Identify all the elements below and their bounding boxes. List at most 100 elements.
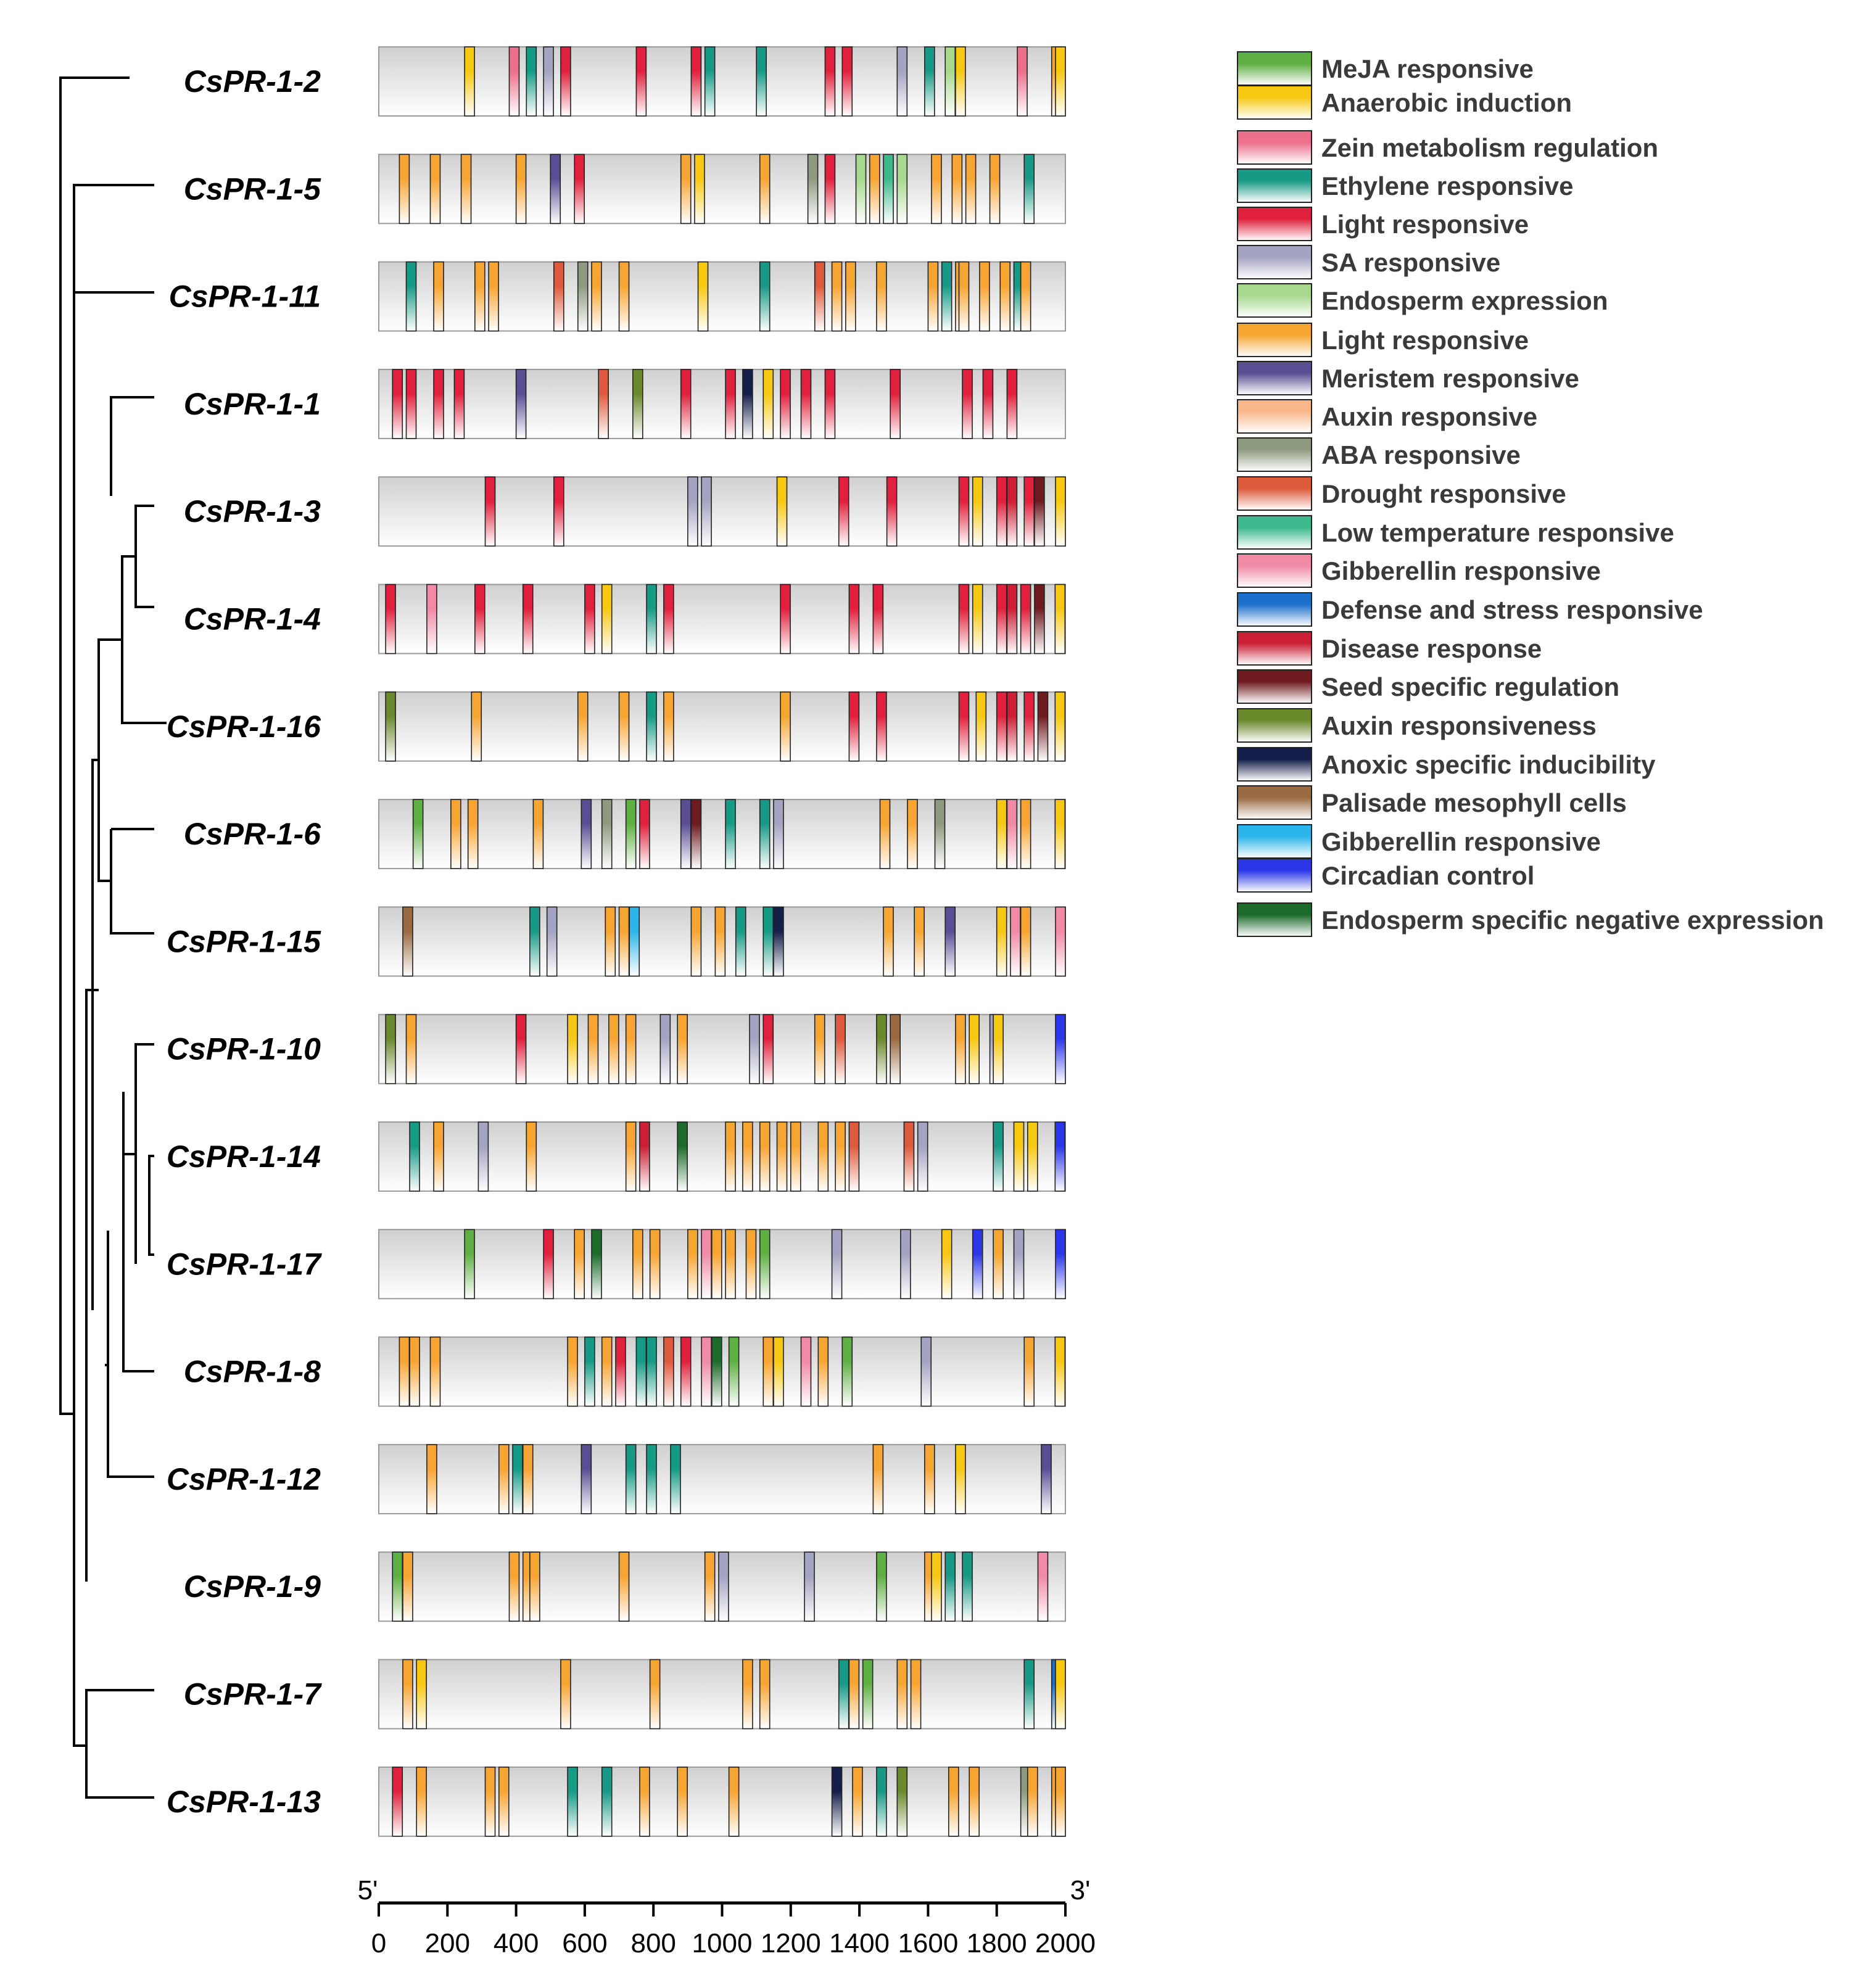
gene-row-cspr-1-15: CsPR-1-15: [167, 906, 1066, 977]
cis-element-anaerobic-induction: [1054, 584, 1066, 654]
cis-element-light-responsive: [450, 799, 461, 869]
cis-element-light-responsive: [429, 1336, 441, 1407]
cis-element-meristem-responsive: [581, 1444, 592, 1514]
cis-element-light-responsive: [879, 799, 891, 869]
cis-element-light-responsive: [824, 46, 836, 117]
cis-element-light-responsive: [618, 906, 630, 977]
cis-element-light-responsive: [924, 1444, 935, 1514]
cis-element-light-responsive: [958, 261, 970, 332]
legend-label: ABA responsive: [1321, 440, 1521, 469]
cis-element-light-responsive: [488, 261, 499, 332]
gene-row-cspr-1-2: CsPR-1-2: [184, 46, 1066, 117]
legend-label: Auxin responsiveness: [1321, 711, 1597, 740]
cis-element-drought-responsive: [553, 261, 564, 332]
cis-element-light-responsive: [848, 584, 860, 654]
axis-tick-label: 1000: [692, 1928, 753, 1958]
gene-row-cspr-1-9: CsPR-1-9: [184, 1551, 1066, 1622]
cis-element-light-responsive: [841, 46, 853, 117]
cis-element-meja-responsive: [464, 1229, 475, 1300]
cis-element-gibberellin-responsive: [629, 906, 640, 977]
cis-element-endosperm-specific-negative-expression: [591, 1229, 602, 1300]
cis-element-light-responsive: [639, 799, 650, 869]
cis-element-light-responsive: [663, 584, 674, 654]
cis-element-light-responsive: [817, 1121, 829, 1192]
cis-element-meja-responsive: [392, 1551, 403, 1622]
cis-element-light-responsive: [869, 154, 880, 225]
cis-element-sa-responsive: [917, 1121, 928, 1192]
legend-item-light-responsive: Light responsive: [1237, 323, 1529, 357]
gene-row-cspr-1-17: CsPR-1-17: [167, 1229, 1066, 1300]
legend-swatch: [1237, 669, 1312, 704]
cis-element-drought-responsive: [848, 1121, 860, 1192]
legend-label: Circadian control: [1321, 861, 1534, 890]
gene-label: CsPR-1-9: [184, 1569, 321, 1604]
legend-item-light-responsive: Light responsive: [1237, 207, 1529, 241]
cis-element-light-responsive: [1020, 584, 1031, 654]
legend-label: Disease response: [1321, 634, 1542, 663]
axis-tick-label: 1200: [761, 1928, 821, 1958]
gene-label: CsPR-1-2: [184, 64, 321, 99]
cis-element-light-responsive: [635, 46, 647, 117]
legend-item-zein-metabolism-regulation: Zein metabolism regulation: [1237, 130, 1658, 165]
cis-element-light-responsive: [532, 799, 544, 869]
cis-element-light-responsive: [498, 1767, 510, 1837]
cis-element-ethylene-responsive: [756, 46, 767, 117]
cis-element-light-responsive: [677, 1767, 688, 1837]
cis-element-light-responsive: [433, 1121, 444, 1192]
cis-element-anaerobic-induction: [969, 1013, 980, 1084]
cis-element-ethylene-responsive: [924, 46, 935, 117]
cis-element-ethylene-responsive: [409, 1121, 420, 1192]
cis-element-light-responsive: [680, 369, 692, 439]
cis-element-ethylene-responsive: [876, 1767, 887, 1837]
cis-element-meja-responsive: [876, 1551, 887, 1622]
cis-element-light-responsive: [385, 584, 396, 654]
cis-element-anaerobic-induction: [567, 1013, 578, 1084]
promoter-track: [378, 1013, 1066, 1084]
cis-element-anaerobic-induction: [464, 46, 475, 117]
cis-element-light-responsive: [955, 1013, 966, 1084]
cis-element-light-responsive: [742, 1659, 753, 1730]
cis-element-light-responsive: [618, 1551, 630, 1622]
cis-element-light-responsive: [1023, 476, 1035, 547]
cis-element-light-responsive: [433, 369, 444, 439]
cis-element-sa-responsive: [1013, 1229, 1025, 1300]
cis-element-anaerobic-induction: [694, 154, 705, 225]
cis-element-anaerobic-induction: [996, 799, 1007, 869]
cis-element-light-responsive: [728, 1767, 740, 1837]
legend: MeJA responsive Anaerobic induction Zein m…: [1237, 51, 1824, 937]
cis-element-light-responsive: [639, 1767, 650, 1837]
cis-element-light-responsive: [560, 1659, 571, 1730]
cis-element-seed-specific-regulation: [690, 799, 702, 869]
gene-row-cspr-1-8: CsPR-1-8: [184, 1336, 1066, 1407]
promoter-track: [378, 584, 1066, 654]
cis-element-anaerobic-induction: [1055, 476, 1066, 547]
cis-element-light-responsive: [886, 476, 898, 547]
legend-label: Seed specific regulation: [1321, 672, 1619, 701]
cis-element-gibberellin-responsive: [1055, 906, 1066, 977]
legend-swatch: [1237, 399, 1312, 434]
cis-element-light-responsive: [498, 1444, 510, 1514]
cis-element-light-responsive: [429, 154, 441, 225]
cis-element-anaerobic-induction: [975, 691, 987, 762]
cis-element-light-responsive: [392, 369, 403, 439]
cis-element-light-responsive: [824, 154, 836, 225]
cis-element-auxin-responsiveness: [385, 691, 396, 762]
cis-element-light-responsive: [907, 799, 918, 869]
cis-element-light-responsive: [649, 1229, 661, 1300]
cis-element-meristem-responsive: [944, 906, 956, 977]
cis-element-light-responsive: [876, 261, 887, 332]
cis-element-light-responsive: [958, 476, 970, 547]
cis-element-light-responsive: [958, 584, 970, 654]
legend-item-drought-responsive: Drought responsive: [1237, 476, 1566, 511]
legend-label: Drought responsive: [1321, 479, 1566, 508]
cis-element-light-responsive: [690, 46, 702, 117]
cis-element-light-responsive: [402, 1659, 413, 1730]
cis-element-sa-responsive: [804, 1551, 815, 1622]
cis-element-anoxic-specific-inducibility: [831, 1767, 843, 1837]
legend-label: Ethylene responsive: [1321, 171, 1574, 200]
cis-element-sa-responsive: [749, 1013, 760, 1084]
cis-element-light-responsive: [474, 584, 486, 654]
cis-element-light-responsive: [742, 1121, 753, 1192]
cis-element-zein-metabolism-regulation: [1017, 46, 1028, 117]
